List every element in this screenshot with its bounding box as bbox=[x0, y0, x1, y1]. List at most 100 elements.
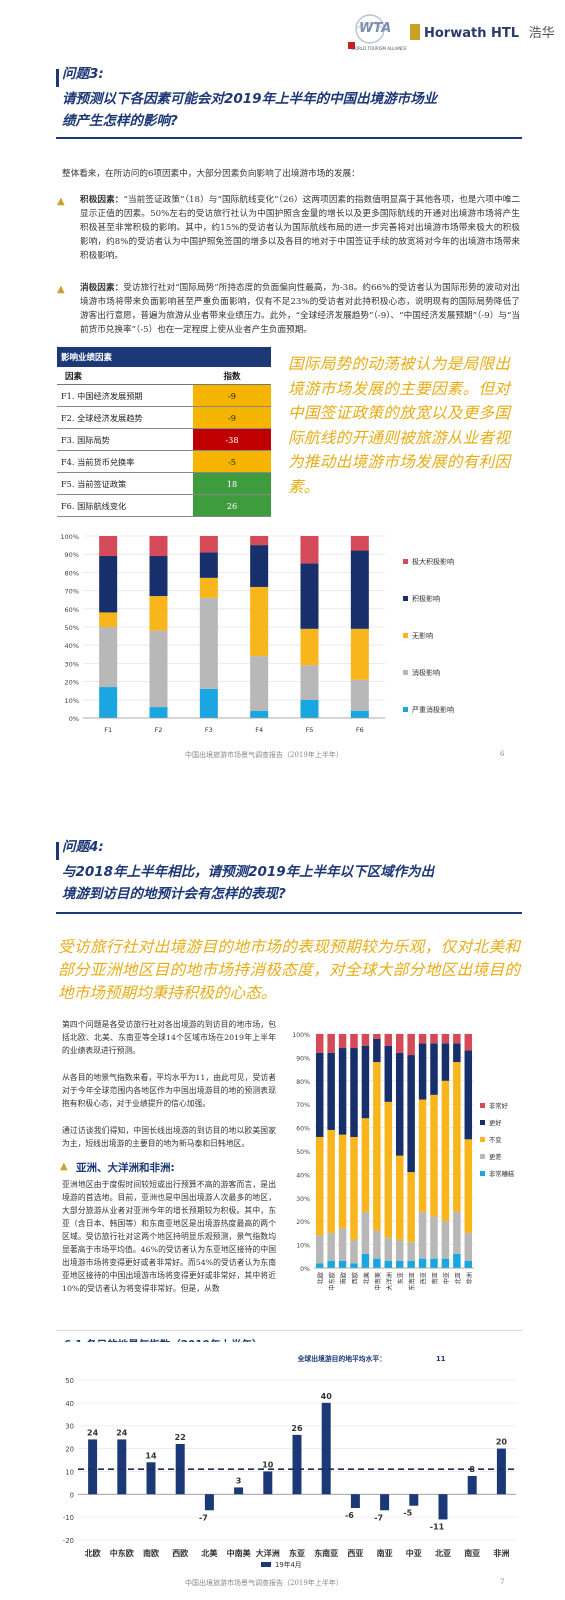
index-bar bbox=[292, 1434, 302, 1495]
bar-segment bbox=[350, 710, 369, 718]
index-bar bbox=[496, 1448, 506, 1495]
data-label: 24 bbox=[87, 1428, 99, 1437]
bar-segment bbox=[350, 1239, 358, 1264]
bar-segment bbox=[338, 1048, 347, 1135]
bar-segment bbox=[300, 536, 319, 564]
x-tick-label: 中南美 bbox=[374, 1272, 382, 1291]
bar-segment bbox=[199, 552, 218, 578]
bar-segment bbox=[384, 1034, 393, 1046]
bar-segment bbox=[350, 1136, 358, 1240]
bar-segment bbox=[350, 1048, 358, 1137]
page-number: 6 bbox=[500, 750, 505, 758]
bar-segment bbox=[384, 1045, 393, 1102]
x-tick-label: 南欧 bbox=[340, 1272, 348, 1284]
y-tick-label: 10% bbox=[65, 697, 79, 705]
data-label: 40 bbox=[321, 1392, 333, 1401]
bar-segment bbox=[361, 1118, 370, 1212]
q3-label: 问题3: bbox=[62, 66, 104, 82]
bar-segment bbox=[250, 586, 269, 657]
factor-impact-chart-svg: 0% 10% 20% 30% 40% 50% 60% 70% 80% 90% 100% F1 F2 F3 F… bbox=[60, 533, 454, 734]
x-tick-label: 北亚 bbox=[435, 1548, 451, 1558]
x-tick-label: 南亚 bbox=[464, 1548, 480, 1558]
legend-label: 19年4月 bbox=[275, 1560, 302, 1569]
factor-table: 影响业绩因素 因素 指数 F1. 中国经济发展预期 -9 F2. 全球经济发展趋势 -… bbox=[57, 347, 271, 517]
horwath-logo: Horwath HTL 浩华 bbox=[410, 22, 555, 41]
data-label: -6 bbox=[345, 1511, 354, 1520]
legend-swatch bbox=[403, 559, 408, 564]
chart-divider bbox=[56, 1330, 522, 1331]
legend-label: 积极影响 bbox=[412, 594, 440, 603]
x-tick-label: 北欧 bbox=[85, 1548, 101, 1558]
legend-swatch bbox=[403, 633, 408, 638]
legend-label: 不变 bbox=[489, 1135, 502, 1144]
factor-label: F6. 国际航线变化 bbox=[61, 500, 127, 511]
bar-segment bbox=[315, 1034, 324, 1053]
legend-label: 非常糟糕 bbox=[489, 1169, 515, 1178]
data-label: 26 bbox=[291, 1424, 303, 1433]
negative-text: 受访旅行社对“国际局势”所持态度的负面偏向性最高，为-38。约66%的受访者认为… bbox=[80, 283, 520, 335]
wta-logo-icon bbox=[348, 14, 385, 49]
bar-segment bbox=[373, 1034, 381, 1039]
bar-segment bbox=[199, 577, 218, 598]
bar-segment bbox=[395, 1052, 404, 1156]
bar-segment bbox=[199, 597, 218, 689]
legend-label: 极大积极影响 bbox=[412, 557, 454, 566]
legend-swatch bbox=[480, 1103, 485, 1108]
index-bar bbox=[350, 1494, 360, 1508]
q4-subheading: 亚洲、大洋洲和非洲: bbox=[76, 1162, 175, 1174]
bar-segment bbox=[338, 1260, 347, 1268]
q4-para2: 从各目的地景气指数来看，平均水平为11，由此可见，受访者对于今年全球范围内各地区… bbox=[62, 1073, 276, 1108]
y-tick-label: 20% bbox=[65, 679, 79, 687]
bar-segment bbox=[338, 1034, 347, 1049]
wta-logo-text: WTA bbox=[359, 21, 392, 36]
x-tick-label: 中亚 bbox=[406, 1548, 422, 1558]
report-page-7: 问题4: 与2018年上半年相比，请预测2019年上半年以下区域作为出 境游到访… bbox=[0, 828, 565, 1600]
bar-segment bbox=[99, 612, 118, 627]
legend-swatch bbox=[403, 670, 408, 675]
x-tick-label: 南欧 bbox=[143, 1548, 159, 1558]
q3-title-line2: 绩产生怎样的影响? bbox=[62, 113, 178, 129]
region-forecast-chart-svg: 0% 10% 20% 30% 40% 50% 60% 70% 80% 90% 100% 北欧 中东欧 南欧… bbox=[292, 1032, 515, 1291]
bar-segment bbox=[99, 687, 118, 718]
q4-title-line2: 境游到访目的地预计会有怎样的表现? bbox=[62, 886, 286, 902]
bar-segment bbox=[315, 1235, 324, 1264]
factor-row: F2. 全球经济发展趋势 -9 bbox=[57, 407, 271, 429]
bar-segment bbox=[327, 1129, 335, 1233]
partner-logos: WTA WORLD TOURISM ALLIANCE Horwath HTL 浩… bbox=[346, 12, 556, 52]
legend-swatch bbox=[261, 1562, 271, 1567]
factor-row: F6. 国际航线变化 26 bbox=[57, 495, 271, 517]
bar-segment bbox=[430, 1043, 438, 1095]
bar-segment bbox=[361, 1045, 370, 1119]
bar-segment bbox=[453, 1062, 461, 1212]
q3-intro: 整体看来，在所访问的6项因素中，大部分因素负向影响了出境游市场的发展： bbox=[62, 169, 360, 179]
x-tick-label: 大洋洲 bbox=[385, 1272, 393, 1291]
factor-table-body: F1. 中国经济发展预期 -9 F2. 全球经济发展趋势 -9 F3. 国际局势 -38 F… bbox=[57, 385, 271, 517]
factor-table-title: 影响业绩因素 bbox=[57, 347, 271, 367]
q4-pull-quote: 受访旅行社对出境游目的地市场的表现预期较为乐观，仅对北美和部分亚洲地区目的地市场… bbox=[58, 938, 520, 1002]
x-tick-label: 北亚 bbox=[454, 1272, 462, 1284]
bar-segment bbox=[300, 665, 319, 700]
bar-segment bbox=[384, 1260, 393, 1268]
data-label: 14 bbox=[145, 1451, 157, 1460]
factor-row: F5. 当前签证政策 18 bbox=[57, 473, 271, 495]
bar-segment bbox=[373, 1062, 381, 1231]
legend-label: 消极影响 bbox=[412, 668, 440, 677]
x-tick-label: 非洲 bbox=[493, 1548, 509, 1558]
bar-segment bbox=[418, 1034, 427, 1044]
question-marker bbox=[56, 842, 59, 860]
y-tick-label: 60% bbox=[65, 606, 79, 614]
bar-segment bbox=[300, 563, 319, 629]
y-tick-label: 20% bbox=[296, 1219, 310, 1226]
factor-impact-chart: 0% 10% 20% 30% 40% 50% 60% 70% 80% 90% 100% F1 F2 F3 F… bbox=[55, 528, 519, 736]
bar-segment bbox=[350, 679, 369, 711]
factor-index: -9 bbox=[193, 407, 271, 428]
legend-swatch bbox=[403, 596, 408, 601]
x-tick-label: 西欧 bbox=[351, 1272, 359, 1284]
destination-index-chart: -20 -10 0 10 20 30 40 50 24 北欧 24 中东欧 14 南欧 22 西欧 -7 北美 3 中… bbox=[56, 1342, 522, 1570]
data-label: -11 bbox=[430, 1522, 445, 1531]
y-tick-label: 70% bbox=[296, 1102, 310, 1109]
legend-swatch bbox=[480, 1120, 485, 1125]
y-tick-label: 10 bbox=[65, 1468, 74, 1476]
bar-segment bbox=[350, 628, 369, 680]
y-tick-label: 70% bbox=[65, 588, 79, 596]
